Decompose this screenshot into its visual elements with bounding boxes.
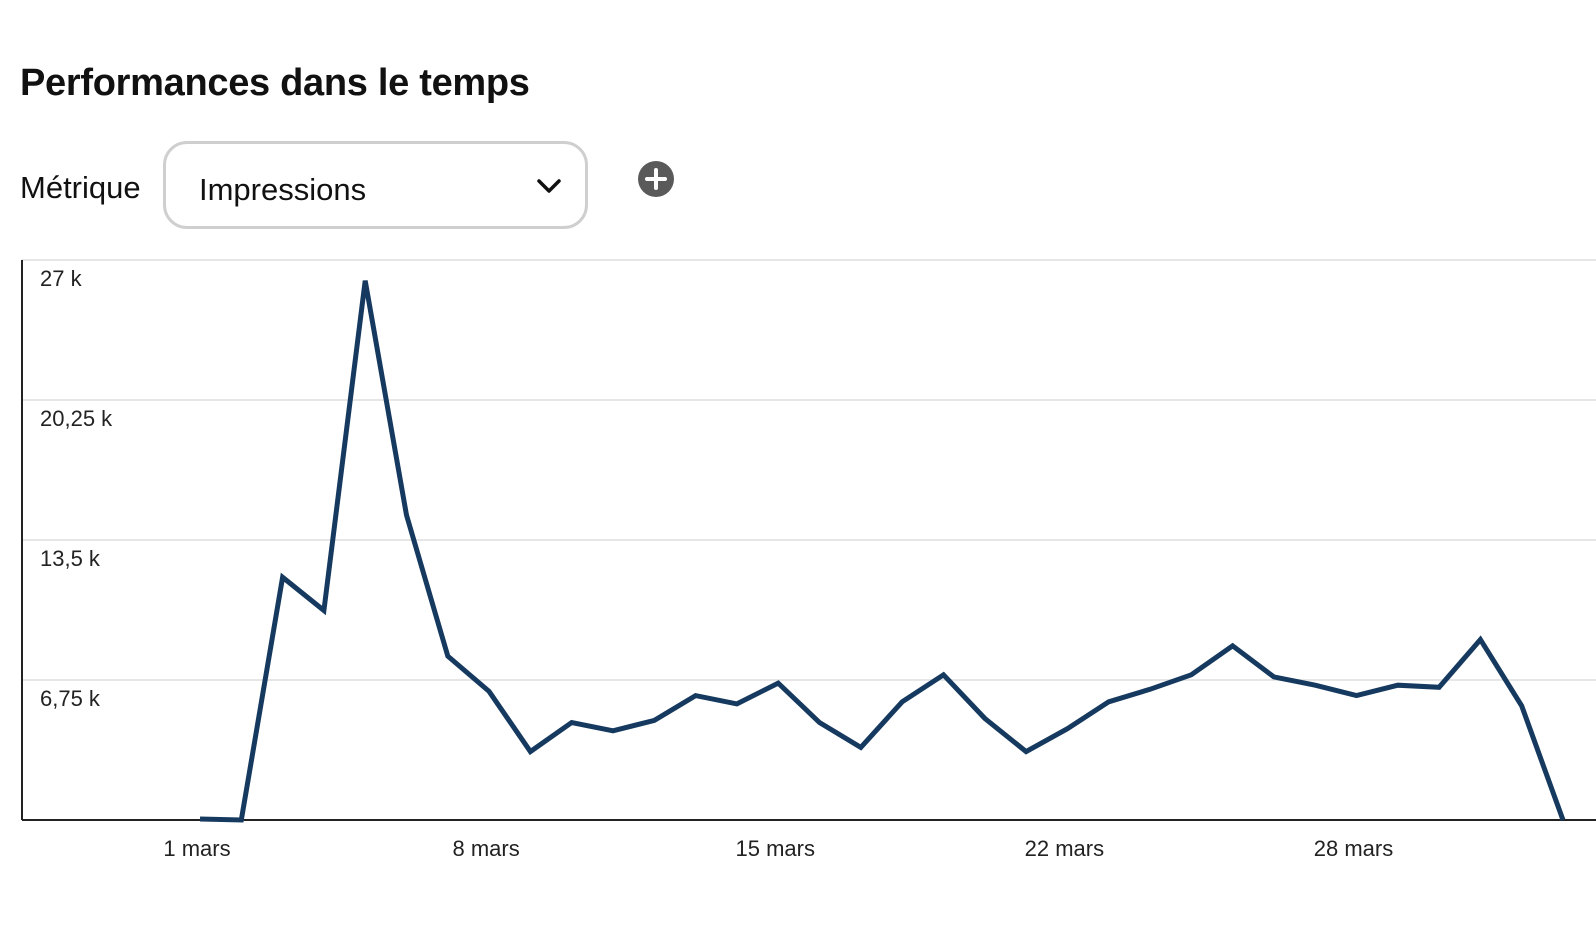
series-line-impressions: [199, 280, 1566, 823]
y-tick-labels: 6,75 k 13,5 k 20,25 k 27 k: [40, 266, 113, 711]
x-tick-label: 15 mars: [736, 836, 815, 861]
performance-chart: 6,75 k 13,5 k 20,25 k 27 k 1 mars 8 mars 15 m…: [21, 259, 1596, 861]
x-tick-label: 28 mars: [1314, 836, 1393, 861]
x-tick-label: 1 mars: [163, 836, 230, 861]
x-tick-label: 22 mars: [1025, 836, 1104, 861]
y-tick-label: 20,25 k: [40, 406, 113, 431]
x-tick-label: 8 mars: [452, 836, 519, 861]
metric-select-value: Impressions: [199, 172, 367, 207]
chevron-down-icon: [537, 179, 561, 193]
y-tick-label: 6,75 k: [40, 686, 101, 711]
chart-grid: [22, 259, 1596, 681]
y-tick-label: 13,5 k: [40, 546, 101, 571]
metric-label: Métrique: [20, 170, 141, 205]
metric-select[interactable]: Impressions: [163, 141, 588, 229]
add-metric-button[interactable]: [638, 161, 674, 197]
x-tick-labels: 1 mars 8 mars 15 mars 22 mars 28 mars: [163, 836, 1393, 861]
plus-circle-icon: [645, 168, 667, 190]
y-tick-label: 27 k: [40, 266, 83, 291]
page-title: Performances dans le temps: [20, 62, 530, 104]
